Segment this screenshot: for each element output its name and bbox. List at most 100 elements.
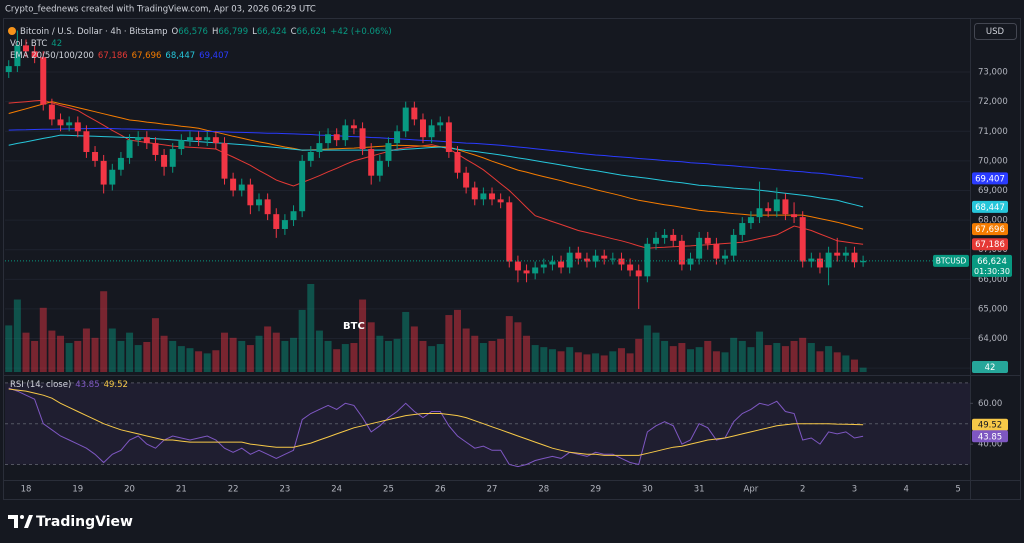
volume-bar bbox=[160, 335, 168, 372]
ema-value: 68,447 bbox=[165, 51, 195, 61]
candle-body bbox=[299, 160, 306, 212]
y-tick-label: 66,000 bbox=[978, 275, 1008, 285]
volume-bar bbox=[445, 315, 453, 372]
currency-button[interactable] bbox=[974, 23, 1017, 40]
volume-bar bbox=[617, 348, 625, 372]
candle-body bbox=[307, 151, 314, 161]
volume-bar bbox=[626, 353, 634, 372]
value-tag-label: 67,696 bbox=[975, 225, 1005, 235]
ohlc-key: C bbox=[291, 27, 297, 37]
x-tick-label: 3 bbox=[852, 485, 857, 495]
candle-body bbox=[696, 237, 703, 259]
volume-bar bbox=[57, 335, 65, 372]
legend: Bitcoin / U.S. Dollar · 4h · Bitstamp O66… bbox=[20, 27, 392, 37]
legend: RSI (14, close) 43.85 49.52 bbox=[10, 380, 128, 390]
candle-body bbox=[609, 258, 616, 260]
x-tick-label: 26 bbox=[435, 485, 446, 495]
ema-line bbox=[8, 101, 864, 230]
volume-bar bbox=[764, 345, 772, 372]
volume-bar bbox=[678, 343, 686, 372]
volume-bar bbox=[687, 349, 695, 372]
volume-bar bbox=[186, 348, 194, 372]
volume-bar bbox=[454, 309, 461, 372]
candle-body bbox=[152, 143, 159, 155]
volume-bar bbox=[384, 340, 392, 372]
candle-body bbox=[376, 160, 383, 176]
volume-bar bbox=[290, 337, 298, 372]
candle-body bbox=[238, 184, 245, 191]
countdown: 01:30:30 bbox=[974, 267, 1010, 276]
rsi-line bbox=[8, 388, 864, 456]
symbol-icon bbox=[8, 27, 16, 35]
volume-bar bbox=[756, 331, 764, 372]
volume-bar bbox=[462, 328, 470, 372]
symbol-tag bbox=[933, 254, 969, 267]
y-tick-label: 69,000 bbox=[978, 186, 1008, 196]
candle-body bbox=[549, 261, 556, 265]
volume-bar bbox=[272, 332, 280, 372]
ohlc-key: H bbox=[212, 27, 218, 37]
candle-body bbox=[394, 131, 401, 144]
volume-bar bbox=[39, 307, 47, 372]
candle-body bbox=[678, 240, 685, 265]
candle-body bbox=[713, 243, 720, 259]
candle-body bbox=[169, 149, 176, 167]
candle-body bbox=[471, 187, 478, 200]
volume-bar bbox=[635, 338, 643, 372]
candle-body bbox=[601, 255, 608, 259]
x-tick-label: 30 bbox=[642, 485, 653, 495]
candle-body bbox=[325, 134, 332, 144]
caption: Crypto_feednews created with TradingView… bbox=[5, 5, 316, 15]
volume-bar bbox=[324, 340, 332, 372]
volume-bar bbox=[367, 322, 375, 372]
value-tag bbox=[972, 238, 1008, 251]
volume-bar bbox=[479, 343, 487, 372]
candle-body bbox=[834, 252, 841, 256]
candle-body bbox=[256, 199, 263, 206]
candle-body bbox=[204, 137, 211, 141]
candle-body bbox=[514, 261, 521, 271]
volume-bar bbox=[134, 345, 142, 372]
x-tick-label: 23 bbox=[279, 485, 290, 495]
value-tag bbox=[972, 418, 1008, 431]
volume-bar bbox=[48, 330, 56, 372]
volume-bar bbox=[65, 343, 73, 372]
candle-body bbox=[281, 220, 288, 229]
value-tag-label: 43.85 bbox=[978, 432, 1002, 442]
volume-bar bbox=[738, 340, 746, 372]
x-tick-label: 20 bbox=[124, 485, 135, 495]
y-tick-label: 70,000 bbox=[978, 156, 1008, 166]
candle-body bbox=[5, 66, 12, 73]
symbol-name: Bitcoin / U.S. Dollar · 4h · Bitstamp bbox=[20, 27, 168, 37]
volume-bar bbox=[652, 332, 660, 372]
candle-body bbox=[342, 125, 349, 141]
ema-title: EMA 20/50/100/200 bbox=[10, 51, 94, 61]
candle-body bbox=[722, 255, 729, 259]
volume-bar bbox=[514, 322, 522, 372]
y-tick-label: 67,000 bbox=[978, 245, 1008, 255]
volume-bar bbox=[436, 344, 444, 372]
value-tag-label: 69,407 bbox=[975, 174, 1005, 184]
volume-bar bbox=[825, 346, 833, 372]
candle-body bbox=[350, 125, 357, 129]
x-tick-label: 28 bbox=[538, 485, 549, 495]
candle-body bbox=[126, 140, 133, 158]
volume-bar bbox=[74, 340, 82, 372]
volume-bar bbox=[505, 316, 513, 372]
x-tick-label: 5 bbox=[955, 485, 960, 495]
currency[interactable]: USD bbox=[986, 27, 1005, 37]
candle-body bbox=[799, 217, 806, 262]
candle-body bbox=[264, 199, 271, 215]
ohlc-value: 66,799 bbox=[218, 27, 248, 37]
tv-logo-icon bbox=[8, 515, 33, 528]
volume-bar bbox=[816, 351, 824, 372]
volume-bar bbox=[695, 347, 703, 372]
value-tag-label: 67,186 bbox=[975, 240, 1005, 250]
candle-body bbox=[161, 154, 168, 167]
candle-body bbox=[368, 149, 375, 176]
volume-bar bbox=[31, 340, 39, 372]
volume-bar bbox=[82, 328, 90, 372]
candle-body bbox=[808, 258, 815, 262]
candle-body bbox=[247, 184, 254, 206]
